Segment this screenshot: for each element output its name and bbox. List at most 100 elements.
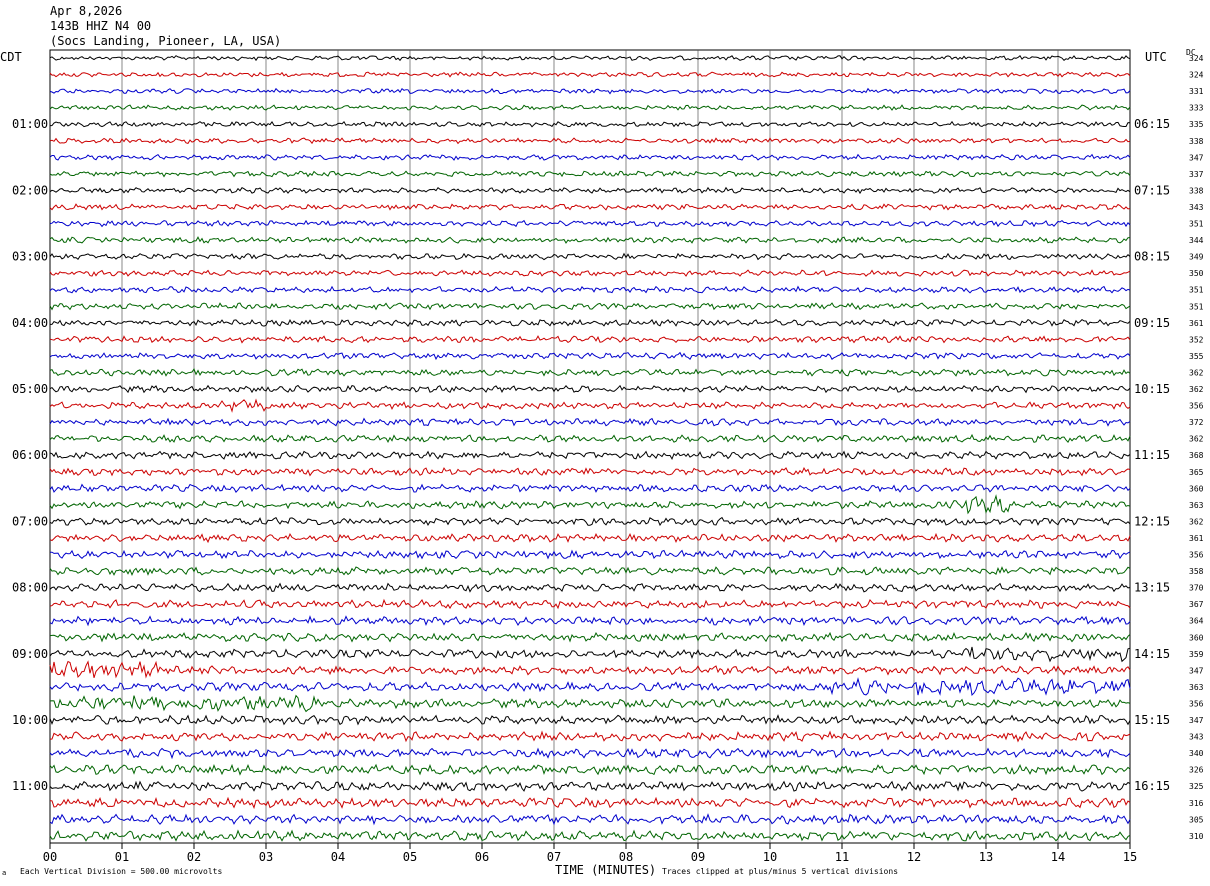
dc-offset-label: 344 [1189,236,1204,245]
dc-offset-label: 352 [1189,335,1204,344]
dc-offset-label: 365 [1189,468,1204,477]
trace-line [49,351,1131,361]
dc-offset-label: 363 [1189,683,1204,692]
vertical-division-note: Each Vertical Division = 500.00 microvol… [20,867,223,876]
dc-offset-label: 349 [1189,253,1204,262]
dc-offset-label: 362 [1189,517,1204,526]
dc-offset-label: 324 [1189,54,1204,63]
dc-offset-label: 350 [1189,269,1204,278]
dc-offset-label: 361 [1189,319,1204,328]
dc-offset-label: 370 [1189,584,1204,593]
left-hour-label: 10:00 [12,713,48,727]
dc-offset-label: 361 [1189,534,1204,543]
dc-offset-label: 367 [1189,600,1204,609]
trace-line [49,368,1131,377]
x-tick-label: 09 [691,850,705,864]
x-tick-label: 14 [1051,850,1065,864]
right-hour-label: 16:15 [1134,779,1170,793]
trace-line [49,417,1131,427]
dc-offset-label: 360 [1189,633,1204,642]
trace-line [49,516,1131,527]
trace-line [49,598,1131,610]
trace-line [49,483,1131,493]
x-tick-label: 07 [547,850,561,864]
dc-offset-label: 338 [1189,137,1204,146]
trace-line [49,170,1131,178]
trace-line [49,285,1131,294]
trace-line [49,203,1131,211]
x-tick-label: 04 [331,850,345,864]
dc-offset-label: 364 [1189,617,1204,626]
left-hour-label: 01:00 [12,117,48,131]
dc-offset-label: 355 [1189,352,1204,361]
trace-line [49,763,1131,776]
x-axis-label: TIME (MINUTES) [555,863,657,877]
right-hour-label: 08:15 [1134,250,1170,264]
dc-offset-label: 351 [1189,302,1204,311]
left-hour-label: 11:00 [12,779,48,793]
dc-offset-label: 337 [1189,170,1204,179]
trace-line [49,236,1131,244]
trace-line [49,646,1131,663]
header-station: 143B HHZ N4 00 [50,19,152,33]
trace-line [49,467,1131,477]
trace-line [49,104,1131,111]
left-hour-label: 08:00 [12,581,48,595]
dc-offset-label: 325 [1189,782,1204,791]
trace-line [49,335,1131,344]
dc-offset-label: 372 [1189,418,1204,427]
dc-offset-label: 363 [1189,501,1204,510]
dc-offset-label: 335 [1189,120,1204,129]
trace-line [49,302,1131,311]
trace-line [49,71,1131,78]
right-hour-label: 06:15 [1134,117,1170,131]
left-hour-label: 05:00 [12,382,48,396]
trace-line [50,318,1131,327]
right-hour-label: 11:15 [1134,448,1170,462]
left-hour-label: 06:00 [12,448,48,462]
dc-offset-label: 362 [1189,435,1204,444]
dc-offset-label: 368 [1189,451,1204,460]
trace-line [49,714,1131,726]
dc-offset-label: 356 [1189,551,1204,560]
dc-offset-label: 351 [1189,286,1204,295]
trace-line [49,494,1131,515]
x-tick-label: 12 [907,850,921,864]
x-tick-label: 03 [259,850,273,864]
dc-offset-label: 356 [1189,699,1204,708]
header-location: (Socs Landing, Pioneer, LA, USA) [50,34,282,48]
trace-line [49,747,1131,760]
trace-line [49,120,1131,128]
dc-offset-label: 333 [1189,104,1204,113]
trace-line [49,450,1131,461]
corner-mark: a [2,869,7,877]
dc-offset-label: 360 [1189,484,1204,493]
left-timezone-label: CDT [0,50,22,64]
dc-offset-label: 347 [1189,666,1204,675]
x-tick-label: 11 [835,850,849,864]
trace-line [49,87,1131,95]
x-tick-label: 06 [475,850,489,864]
x-tick-label: 01 [115,850,129,864]
right-hour-label: 14:15 [1134,647,1170,661]
x-tick-label: 05 [403,850,417,864]
right-hour-label: 10:15 [1134,382,1170,396]
x-tick-label: 10 [763,850,777,864]
trace-line [49,582,1131,593]
x-tick-label: 08 [619,850,633,864]
dc-offset-label: 362 [1189,368,1204,377]
right-hour-label: 12:15 [1134,514,1170,528]
dc-offset-label: 316 [1189,799,1204,808]
trace-line [49,219,1131,228]
right-hour-label: 07:15 [1134,183,1170,197]
trace-line [49,677,1131,697]
dc-offset-label: 326 [1189,766,1204,775]
trace-line [49,55,1131,62]
dc-offset-label: 338 [1189,186,1204,195]
trace-line [49,796,1131,810]
x-tick-label: 02 [187,850,201,864]
x-tick-label: 13 [979,850,993,864]
right-hour-label: 09:15 [1134,316,1170,330]
dc-offset-label: 356 [1189,402,1204,411]
